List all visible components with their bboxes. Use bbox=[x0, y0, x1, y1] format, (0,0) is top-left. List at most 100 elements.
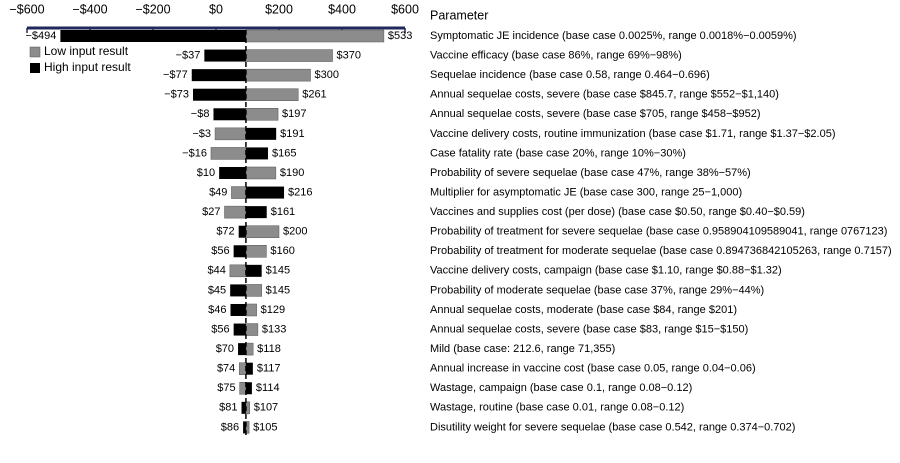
bar bbox=[204, 49, 246, 62]
category-label: Annual increase in vaccine cost (base ca… bbox=[430, 363, 756, 375]
legend-label: Low input result bbox=[44, 44, 129, 58]
bar bbox=[233, 245, 246, 258]
value-label: −$8 bbox=[191, 108, 210, 120]
bar bbox=[245, 29, 385, 43]
bar bbox=[238, 225, 246, 238]
bar bbox=[245, 206, 267, 219]
bar bbox=[233, 323, 246, 336]
value-label: $533 bbox=[388, 30, 412, 42]
bar bbox=[231, 186, 247, 199]
bar bbox=[245, 362, 253, 375]
category-label: Disutility weight for severe sequelae (b… bbox=[430, 421, 795, 433]
value-label: −$494 bbox=[25, 30, 56, 42]
value-label: $107 bbox=[254, 402, 278, 414]
value-label: $70 bbox=[216, 343, 234, 355]
value-label: $118 bbox=[257, 343, 281, 355]
value-label: $74 bbox=[217, 363, 235, 375]
value-label: $133 bbox=[262, 323, 286, 335]
value-label: $27 bbox=[202, 206, 220, 218]
category-label: Annual sequelae costs, moderate (base ca… bbox=[430, 304, 737, 316]
bar bbox=[245, 342, 254, 356]
value-label: $105 bbox=[253, 421, 277, 433]
bar bbox=[245, 68, 311, 82]
value-label: $56 bbox=[211, 245, 229, 257]
bar bbox=[239, 362, 247, 375]
x-tick-label: $600 bbox=[391, 2, 419, 16]
category-label: Probability of treatment for moderate se… bbox=[430, 245, 892, 257]
value-label: $161 bbox=[271, 206, 295, 218]
legend-swatch bbox=[30, 63, 40, 73]
value-label: $200 bbox=[283, 226, 307, 238]
category-label: Mild (base case: 212.6, range 71,355) bbox=[430, 343, 615, 355]
bar bbox=[229, 264, 247, 278]
value-label: $261 bbox=[302, 89, 326, 101]
category-label: Wastage, campaign (base case 0.1, range … bbox=[430, 382, 692, 394]
bar bbox=[224, 205, 247, 219]
value-label: −$3 bbox=[192, 128, 211, 140]
value-label: $45 bbox=[208, 284, 226, 296]
bar bbox=[245, 88, 299, 101]
bar bbox=[245, 225, 280, 238]
value-label: $216 bbox=[288, 186, 312, 198]
bar bbox=[243, 421, 246, 434]
value-label: $75 bbox=[217, 382, 235, 394]
bar bbox=[219, 166, 246, 179]
bar bbox=[230, 303, 246, 316]
value-label: $46 bbox=[208, 304, 226, 316]
category-label: Annual sequelae costs, severe (base case… bbox=[430, 108, 761, 120]
value-label: $117 bbox=[257, 363, 281, 375]
category-label: Annual sequelae costs, severe (base case… bbox=[430, 89, 779, 101]
value-label: $129 bbox=[261, 304, 285, 316]
bar bbox=[245, 264, 262, 277]
category-label: Vaccines and supplies cost (per dose) (b… bbox=[430, 206, 805, 218]
category-label: Sequelae incidence (base case 0.58, rang… bbox=[430, 69, 710, 81]
bar bbox=[245, 49, 333, 62]
bar bbox=[214, 127, 247, 141]
value-label: $114 bbox=[256, 382, 280, 394]
bar bbox=[241, 401, 246, 414]
x-tick-label: −$400 bbox=[72, 2, 107, 16]
axis-title: Parameter bbox=[430, 8, 488, 22]
category-label: Probability of moderate sequelae (base c… bbox=[430, 284, 764, 296]
category-label: Vaccine delivery costs, routine immuniza… bbox=[430, 128, 836, 140]
value-label: $191 bbox=[280, 128, 304, 140]
value-label: −$16 bbox=[182, 147, 207, 159]
value-label: $370 bbox=[337, 49, 361, 61]
value-label: $81 bbox=[219, 402, 237, 414]
bar bbox=[245, 127, 277, 140]
value-label: $300 bbox=[315, 69, 339, 81]
category-label: Case fatality rate (base case 20%, range… bbox=[430, 147, 686, 159]
value-label: $72 bbox=[216, 226, 234, 238]
bar bbox=[245, 284, 262, 297]
value-label: $145 bbox=[266, 265, 290, 277]
category-label: Symptomatic JE incidence (base case 0.00… bbox=[430, 30, 797, 42]
bar bbox=[245, 382, 252, 395]
x-tick-label: $200 bbox=[265, 2, 293, 16]
bar bbox=[213, 108, 246, 121]
x-tick-label: $400 bbox=[328, 2, 356, 16]
category-label: Vaccine delivery costs, campaign (base c… bbox=[430, 265, 782, 277]
x-tick-label: −$200 bbox=[135, 2, 170, 16]
value-label: $160 bbox=[270, 245, 294, 257]
bar bbox=[245, 166, 277, 180]
value-label: $165 bbox=[272, 147, 296, 159]
category-label: Probability of severe sequelae (base cas… bbox=[430, 167, 751, 179]
bar bbox=[245, 108, 279, 121]
bar bbox=[239, 382, 247, 395]
category-label: Multiplier for asymptomatic JE (base cas… bbox=[430, 186, 742, 198]
value-label: $49 bbox=[209, 186, 227, 198]
bar bbox=[193, 88, 246, 101]
bar bbox=[60, 30, 246, 42]
value-label: $10 bbox=[197, 167, 215, 179]
bar bbox=[245, 147, 268, 160]
value-label: −$77 bbox=[163, 69, 188, 81]
bar bbox=[245, 245, 267, 258]
bar bbox=[245, 186, 285, 199]
bar bbox=[191, 69, 246, 82]
legend-swatch bbox=[29, 46, 41, 58]
category-label: Annual sequelae costs, severe (base case… bbox=[430, 323, 748, 335]
value-label: $86 bbox=[221, 421, 239, 433]
value-label: $197 bbox=[282, 108, 306, 120]
value-label: $56 bbox=[211, 323, 229, 335]
